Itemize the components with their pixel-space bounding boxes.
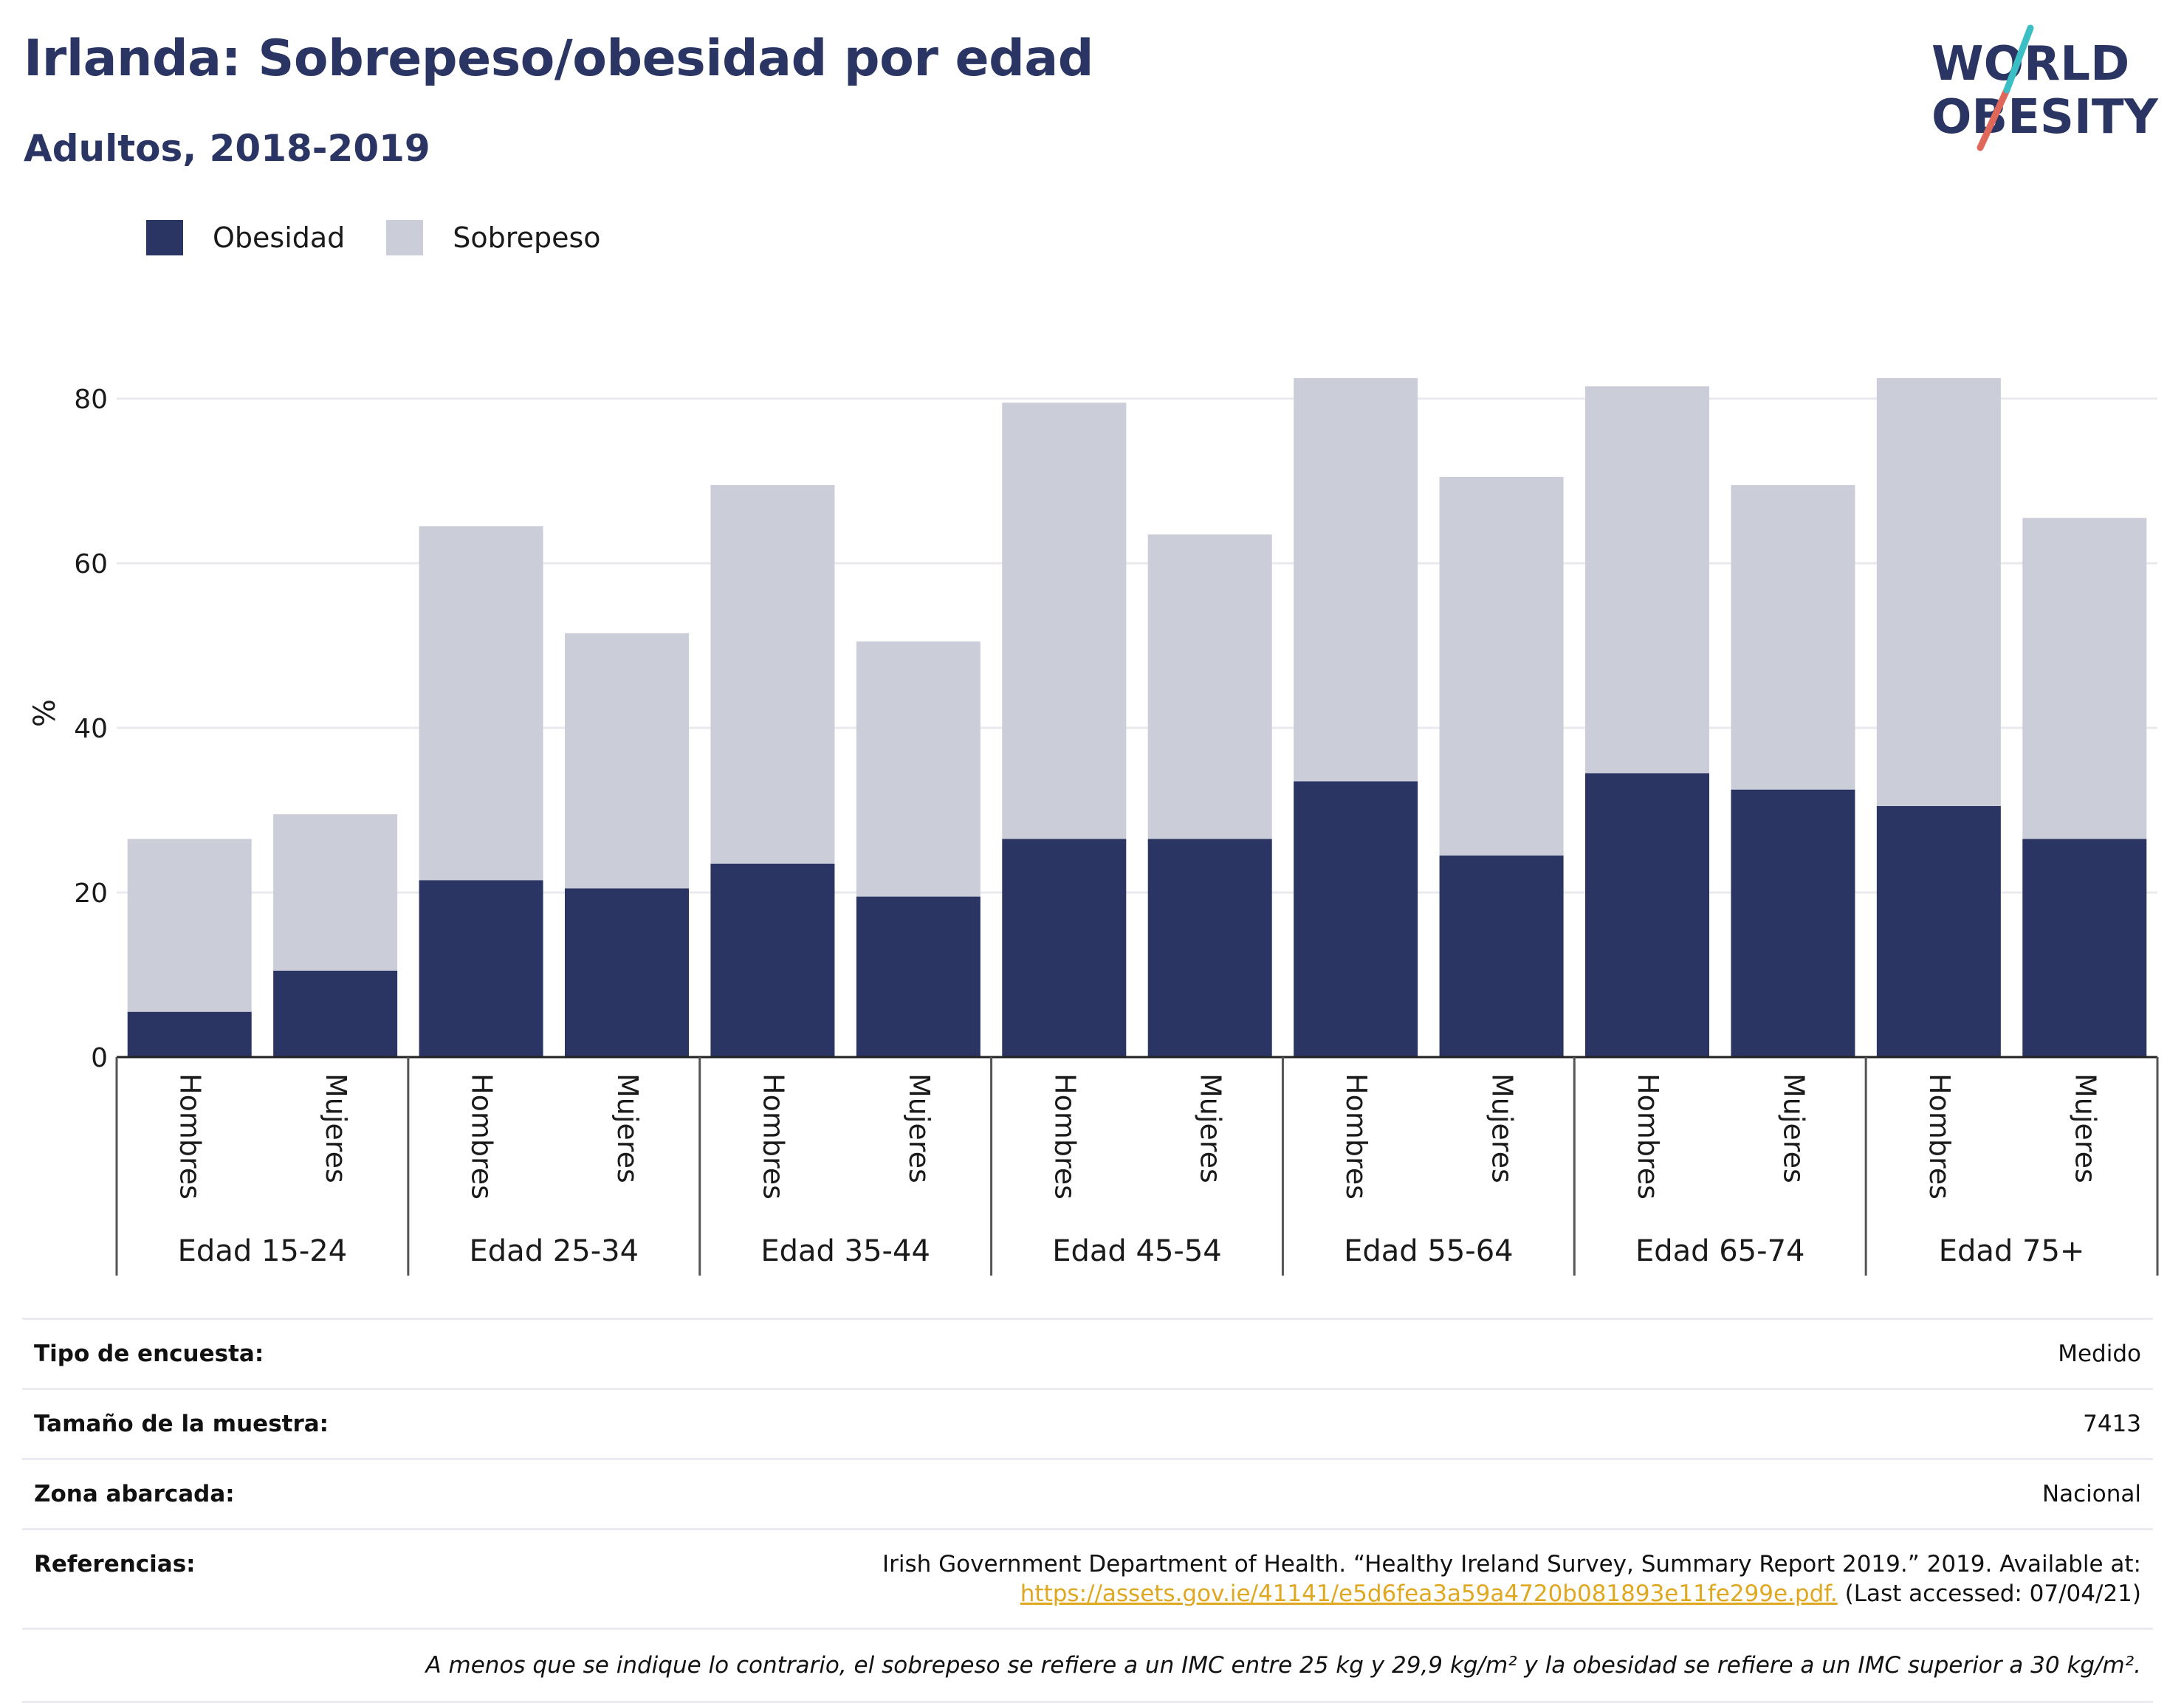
references-link[interactable]: https://assets.gov.ie/41141/e5d6fea3a59a… <box>1020 1580 1838 1607</box>
bar-obesity <box>1731 789 1855 1057</box>
references-value: Irish Government Department of Health. “… <box>882 1549 2141 1609</box>
y-tick-label: 20 <box>74 878 108 909</box>
legend-swatch-obesity <box>146 220 183 255</box>
x-category-label: Mujeres <box>1195 1073 1227 1183</box>
x-category-label: Hombres <box>757 1073 789 1200</box>
bar-overweight <box>1294 378 1418 782</box>
bar-obesity <box>856 896 981 1057</box>
x-category-label: Hombres <box>466 1073 498 1200</box>
bar-overweight <box>1585 386 1709 774</box>
logo-slash-red <box>1977 86 2010 151</box>
y-axis-label: % <box>28 699 62 727</box>
page-title: Irlanda: Sobrepeso/obesidad por edad <box>24 30 1093 88</box>
x-category-label: Mujeres <box>320 1073 352 1183</box>
bar-overweight <box>1002 402 1127 839</box>
x-category-label: Mujeres <box>903 1073 935 1183</box>
x-group-label: Edad 55-64 <box>1344 1234 1514 1268</box>
legend-item-overweight: Sobrepeso <box>386 220 601 255</box>
logo-line1: WORLD <box>1931 37 2129 92</box>
bar-obesity <box>2022 839 2147 1057</box>
y-tick-label: 60 <box>74 549 108 579</box>
info-row-references: Referencias: Irish Government Department… <box>22 1528 2153 1628</box>
bar-overweight <box>1876 378 2001 806</box>
bar-overweight <box>419 526 543 881</box>
y-tick-label: 80 <box>74 385 108 415</box>
bar-overweight <box>710 485 835 864</box>
bar-obesity <box>1294 781 1418 1057</box>
bar-overweight <box>2022 517 2147 839</box>
bar-overweight <box>127 839 252 1012</box>
x-group-label: Edad 15-24 <box>178 1234 348 1268</box>
legend-swatch-overweight <box>386 220 424 255</box>
bar-obesity <box>1002 839 1127 1057</box>
bar-obesity <box>419 880 543 1057</box>
x-category-label: Hombres <box>1923 1073 1956 1200</box>
logo-line2: OBESITY <box>1931 90 2158 145</box>
bar-obesity <box>1439 855 1564 1057</box>
references-label: Referencias: <box>34 1551 196 1578</box>
y-tick-label: 0 <box>91 1043 108 1073</box>
chart-legend: Obesidad Sobrepeso <box>146 220 642 255</box>
x-category-label: Hombres <box>174 1073 207 1200</box>
area-value: Nacional <box>2042 1481 2141 1507</box>
info-row-sample-size: Tamaño de la muestra: 7413 <box>22 1388 2153 1458</box>
bar-obesity <box>273 970 398 1057</box>
legend-label-overweight: Sobrepeso <box>453 221 601 254</box>
x-category-label: Hombres <box>1632 1073 1664 1200</box>
references-text: Irish Government Department of Health. “… <box>882 1551 2141 1578</box>
sample-size-label: Tamaño de la muestra: <box>34 1411 329 1437</box>
bar-overweight <box>1731 485 1855 790</box>
survey-info-table: Tipo de encuesta: Medido Tamaño de la mu… <box>22 1318 2153 1703</box>
bar-overweight <box>1439 476 1564 856</box>
x-category-label: Hombres <box>1340 1073 1373 1200</box>
x-group-label: Edad 65-74 <box>1635 1234 1805 1268</box>
x-category-label: Mujeres <box>611 1073 644 1183</box>
world-obesity-logo: WORLD OBESITY <box>1931 24 2158 151</box>
x-group-label: Edad 45-54 <box>1052 1234 1222 1268</box>
bar-overweight <box>856 641 981 897</box>
sample-size-value: 7413 <box>2083 1411 2141 1437</box>
x-category-label: Hombres <box>1048 1073 1081 1200</box>
x-category-label: Mujeres <box>2069 1073 2101 1183</box>
bar-obesity <box>1147 839 1272 1057</box>
y-tick-label: 40 <box>74 714 108 744</box>
bar-overweight <box>273 814 398 971</box>
bar-obesity <box>565 888 689 1057</box>
info-row-area: Zona abarcada: Nacional <box>22 1458 2153 1528</box>
legend-label-obesity: Obesidad <box>213 221 346 254</box>
page-subtitle: Adultos, 2018-2019 <box>24 127 430 170</box>
area-label: Zona abarcada: <box>34 1481 235 1507</box>
x-group-label: Edad 25-34 <box>470 1234 639 1268</box>
bar-obesity <box>1585 773 1709 1057</box>
survey-type-value: Medido <box>2058 1341 2141 1367</box>
info-row-survey-type: Tipo de encuesta: Medido <box>22 1318 2153 1388</box>
stacked-bar-chart: 0 20 40 60 80% Hombres Mujeres Hombres Mujeres Ho… <box>28 378 2159 1276</box>
references-accessed: (Last accessed: 07/04/21) <box>1837 1580 2141 1607</box>
definition-footnote: A menos que se indique lo contrario, el … <box>22 1628 2153 1703</box>
legend-item-obesity: Obesidad <box>146 220 345 255</box>
x-group-label: Edad 75+ <box>1939 1234 2085 1268</box>
x-category-label: Mujeres <box>1486 1073 1519 1183</box>
bar-obesity <box>127 1011 252 1057</box>
bar-overweight <box>1147 534 1272 839</box>
x-group-label: Edad 35-44 <box>760 1234 930 1268</box>
bar-obesity <box>1876 805 2001 1057</box>
bar-obesity <box>710 863 835 1057</box>
bar-overweight <box>565 633 689 889</box>
logo-slash-teal <box>2003 24 2034 94</box>
x-category-label: Mujeres <box>1777 1073 1810 1183</box>
survey-type-label: Tipo de encuesta: <box>34 1341 264 1367</box>
